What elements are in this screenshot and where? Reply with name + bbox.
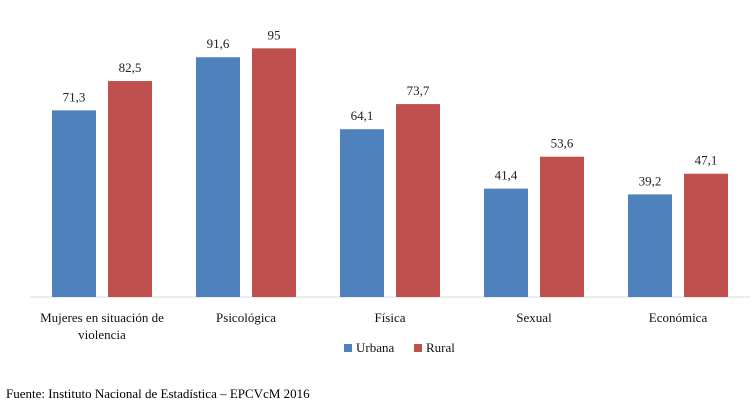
bar-rural — [252, 48, 296, 298]
data-label: 73,7 — [407, 83, 430, 98]
data-label: 91,6 — [207, 36, 230, 51]
data-label: 71,3 — [63, 89, 86, 104]
bar-rural — [684, 173, 728, 297]
data-label: 64,1 — [351, 108, 374, 123]
legend-swatch-rural — [414, 344, 422, 352]
bar-rural — [108, 81, 152, 297]
bar-urbana — [484, 188, 528, 297]
bar-urbana — [196, 57, 240, 297]
data-label: 53,6 — [551, 136, 574, 151]
data-label: 95 — [268, 27, 281, 42]
legend-label-urbana: Urbana — [356, 340, 394, 355]
data-label: 82,5 — [119, 60, 142, 75]
bar-rural — [396, 104, 440, 297]
bar-rural — [540, 156, 584, 297]
bar-urbana — [340, 129, 384, 297]
legend-swatch-urbana — [344, 344, 352, 352]
category-label: Mujeres en situación de — [40, 310, 164, 325]
bar-urbana — [52, 110, 96, 297]
category-label: Sexual — [516, 310, 552, 325]
legend-label-rural: Rural — [426, 340, 455, 355]
source-note: Fuente: Instituto Nacional de Estadístic… — [6, 386, 310, 401]
category-label: Psicológica — [216, 310, 276, 325]
data-label: 47,1 — [695, 153, 718, 168]
category-label: violencia — [78, 327, 126, 342]
category-label: Física — [374, 310, 405, 325]
data-label: 39,2 — [639, 173, 662, 188]
category-label: Económica — [649, 310, 708, 325]
data-label: 41,4 — [495, 168, 518, 183]
bar-urbana — [628, 194, 672, 297]
bar-chart: 71,3 82,5 Mujeres en situación de violencia… — [30, 27, 750, 355]
